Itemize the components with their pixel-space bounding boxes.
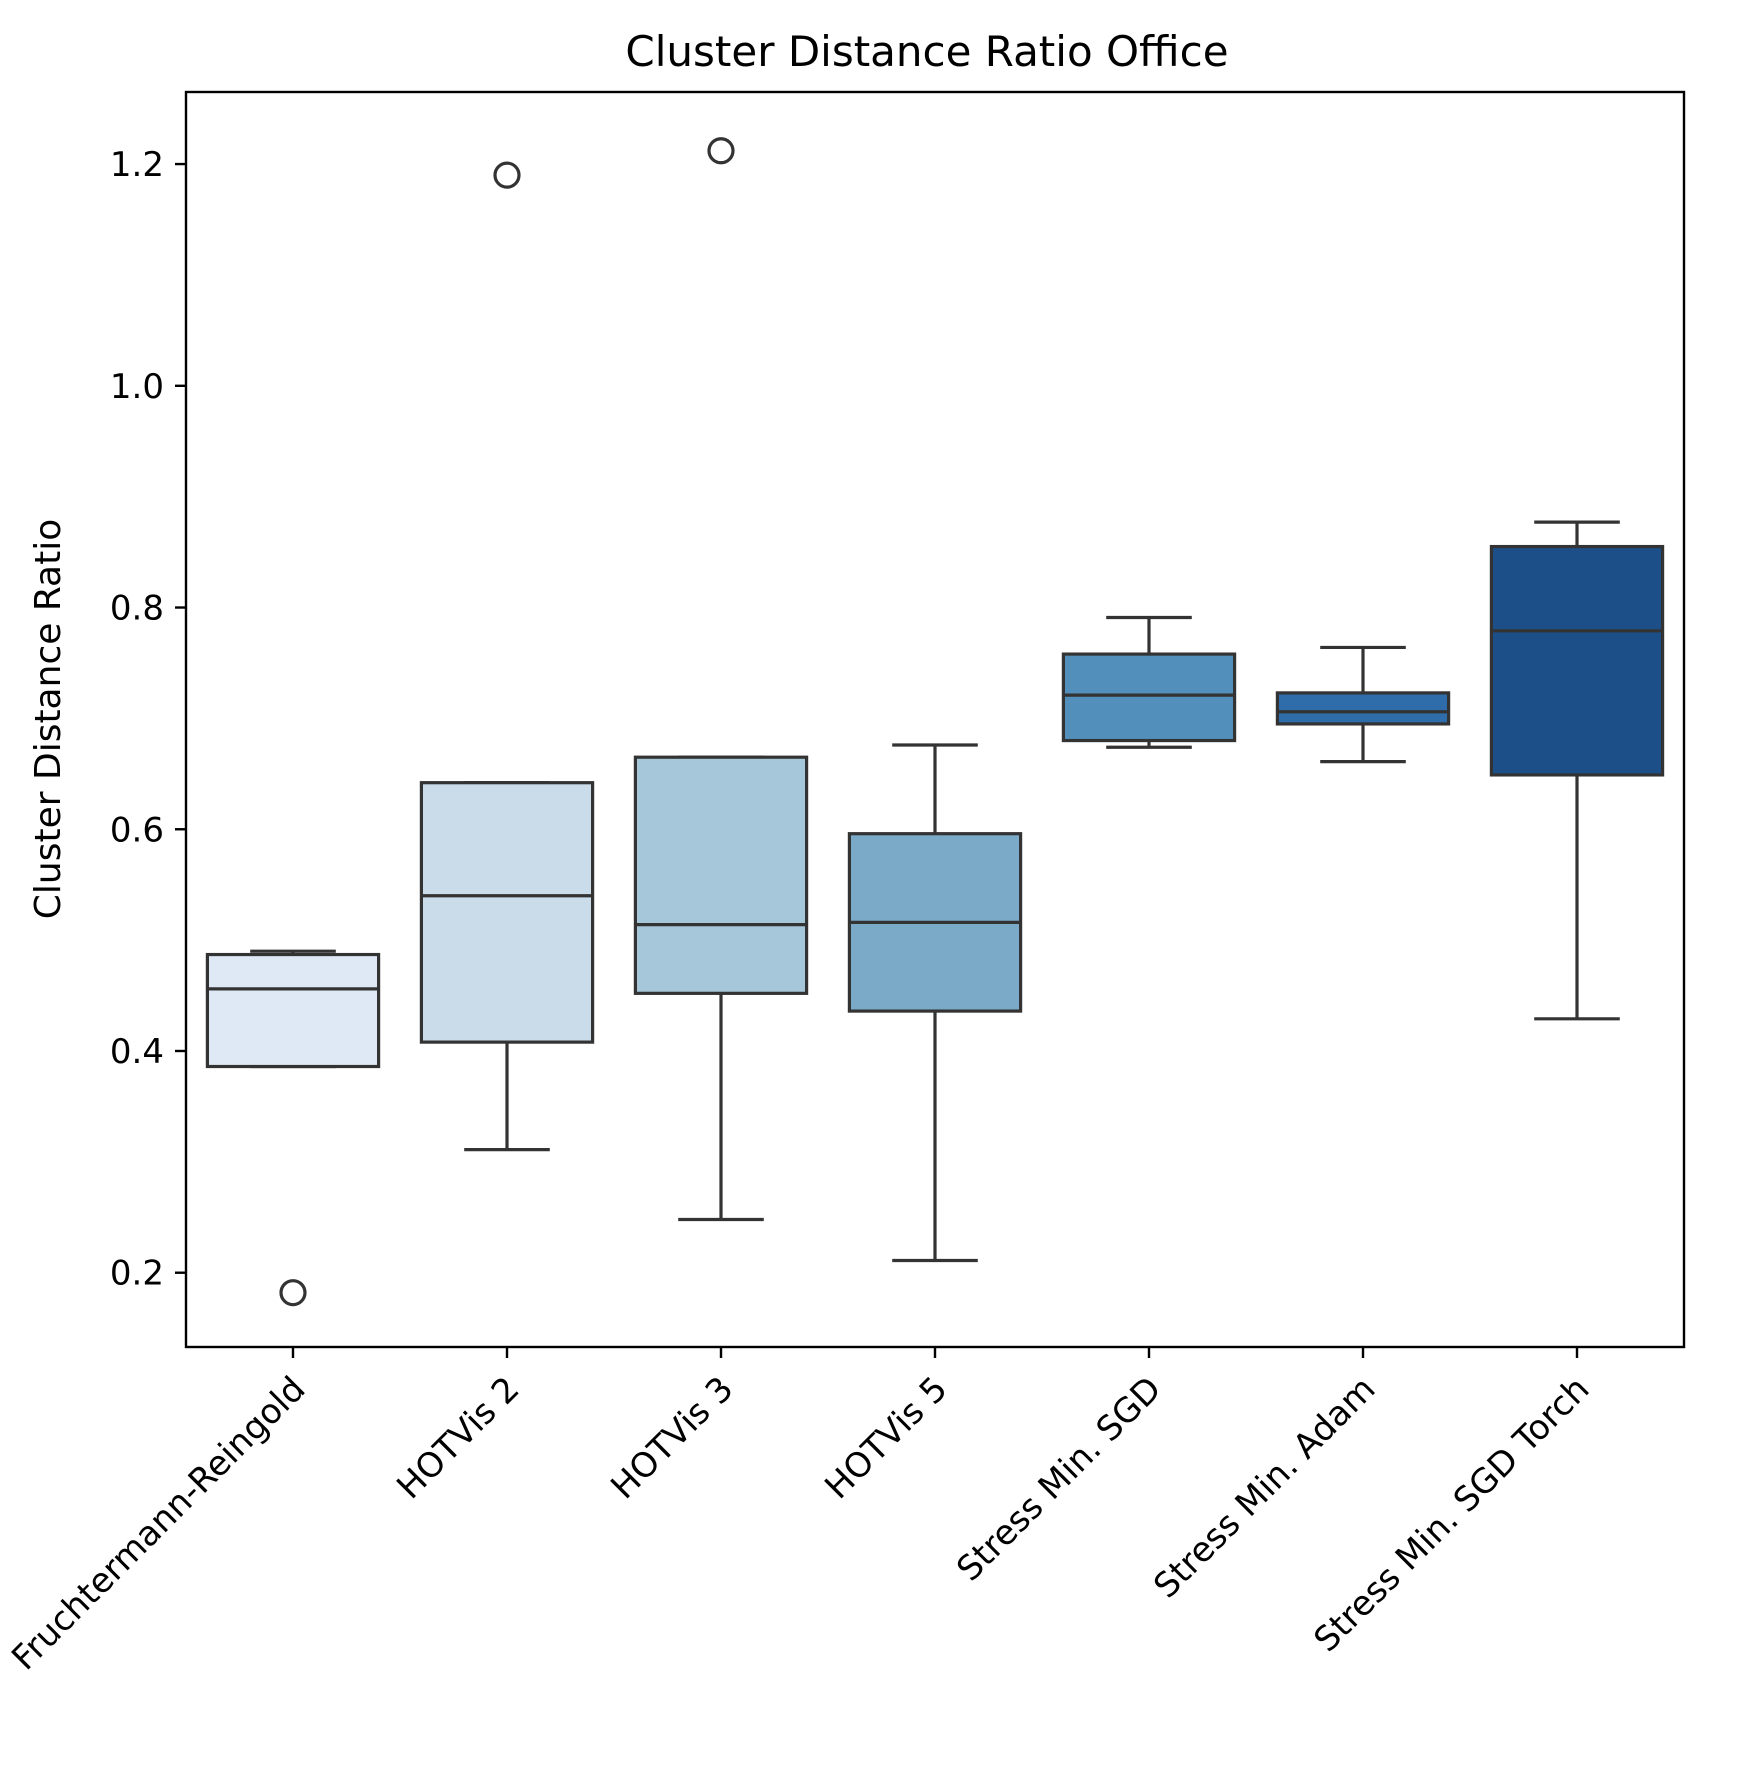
- box-group: [1061, 615, 1237, 749]
- y-tick-label: 0.6: [110, 810, 164, 850]
- box-group: [419, 161, 595, 1152]
- x-tick-label: HOTVis 2: [389, 1369, 527, 1507]
- box-iqr: [205, 952, 381, 1069]
- box-group: [1489, 520, 1665, 1021]
- y-tick-label: 1.0: [110, 367, 164, 407]
- outlier-point: [493, 161, 521, 189]
- y-tick-label: 1.2: [110, 145, 164, 185]
- y-tick-label: 0.8: [110, 589, 164, 629]
- y-tick-label: 0.4: [110, 1032, 164, 1072]
- y-axis-label: Cluster Distance Ratio: [28, 519, 69, 920]
- outlier-point: [707, 137, 735, 165]
- box-iqr: [633, 755, 809, 995]
- box-group: [205, 949, 381, 1307]
- box-group: [1275, 645, 1451, 764]
- x-tick-label: HOTVis 3: [603, 1369, 741, 1507]
- plot-area: 0.2 0.4 0.6 0.8 1.0 1.2 Fruchtermann-Reingold H…: [4, 90, 1686, 1678]
- box-iqr: [1061, 652, 1237, 743]
- box-iqr: [1489, 544, 1665, 777]
- x-tick-label: Stress Min. SGD: [949, 1369, 1169, 1589]
- box-iqr: [419, 781, 595, 1044]
- box-group: [847, 743, 1023, 1263]
- outlier-point: [279, 1279, 307, 1307]
- box-group: [633, 137, 809, 1222]
- y-tick-label: 0.2: [110, 1254, 164, 1294]
- x-tick-label: Fruchtermann-Reingold: [4, 1369, 313, 1678]
- box-iqr: [1275, 691, 1451, 726]
- x-tick-label: Stress Min. Adam: [1146, 1369, 1383, 1606]
- chart-title: Cluster Distance Ratio Office: [625, 27, 1228, 76]
- x-tick-label: HOTVis 5: [817, 1369, 955, 1507]
